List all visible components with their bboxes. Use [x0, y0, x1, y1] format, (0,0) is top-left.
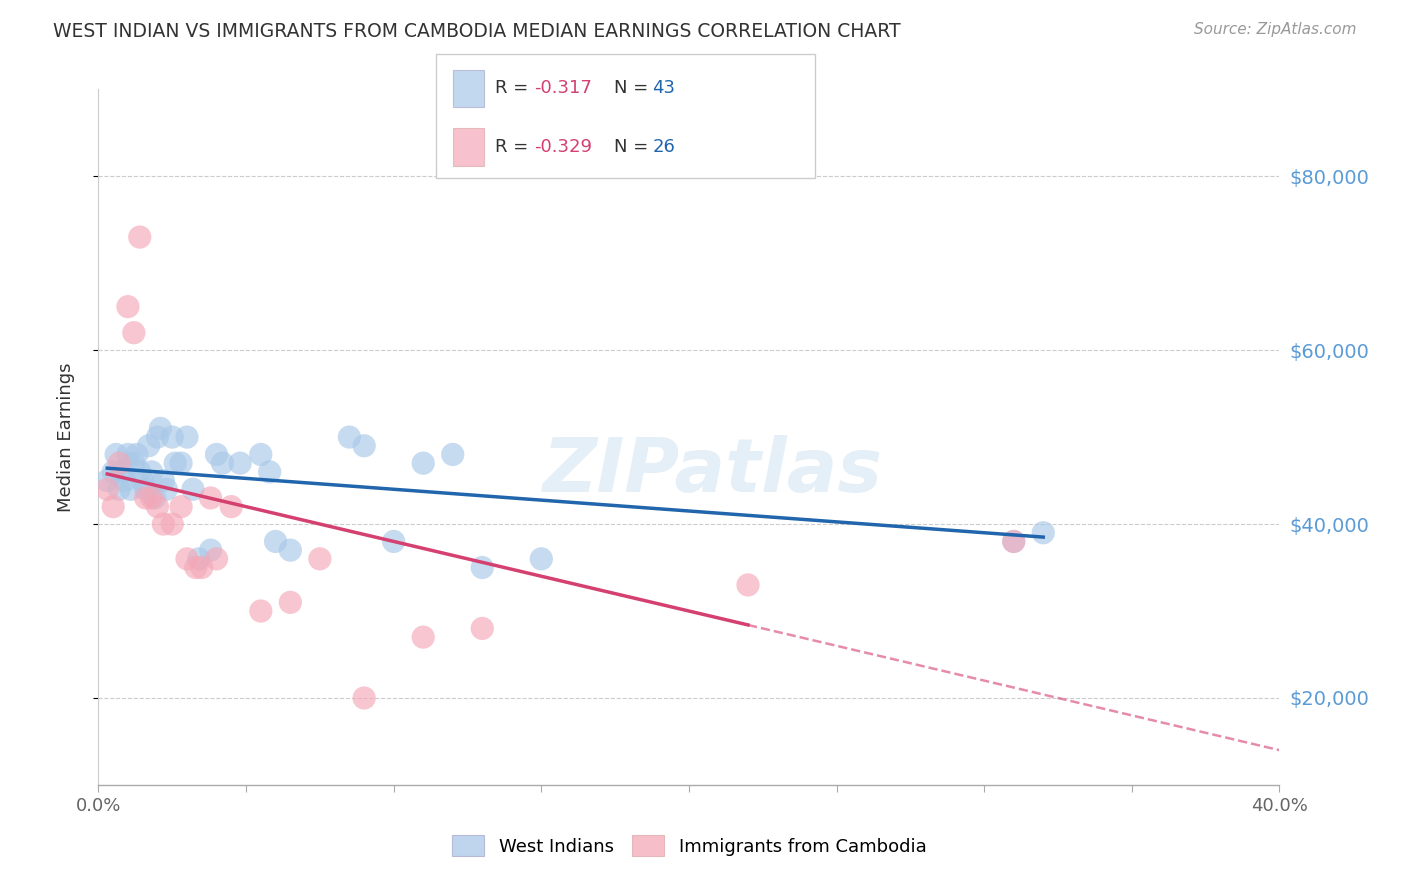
Point [149, 421, 172, 435]
Point [211, 456, 233, 470]
Point [530, 551, 553, 566]
Point [191, 560, 214, 574]
Text: R =: R = [495, 79, 534, 97]
Point [122, 326, 145, 340]
Point [146, 430, 169, 444]
Point [412, 456, 434, 470]
Text: N =: N = [614, 138, 654, 156]
Point [138, 439, 160, 453]
Point [117, 447, 139, 462]
Point [412, 630, 434, 644]
Point [280, 543, 302, 558]
Point [128, 230, 150, 244]
Point [187, 551, 209, 566]
Point [108, 482, 131, 496]
Point [122, 456, 145, 470]
Point [382, 534, 405, 549]
Point [117, 300, 139, 314]
Text: ZIPatlas: ZIPatlas [543, 435, 883, 508]
Point [200, 543, 222, 558]
Point [205, 447, 228, 462]
Point [250, 447, 273, 462]
Point [353, 439, 375, 453]
Point [737, 578, 759, 592]
Point [120, 482, 142, 496]
Point [170, 500, 193, 514]
Text: N =: N = [614, 79, 654, 97]
Point [264, 534, 287, 549]
Point [229, 456, 252, 470]
Point [155, 482, 177, 496]
Point [152, 474, 174, 488]
Point [309, 551, 332, 566]
Point [339, 430, 361, 444]
Text: R =: R = [495, 138, 534, 156]
Point [103, 500, 125, 514]
Point [441, 447, 464, 462]
Point [1002, 534, 1025, 549]
Point [135, 482, 157, 496]
Text: 43: 43 [652, 79, 675, 97]
Point [143, 491, 166, 505]
Point [221, 500, 243, 514]
Point [280, 595, 302, 609]
Point [184, 560, 207, 574]
Point [250, 604, 273, 618]
Point [165, 456, 187, 470]
Point [111, 465, 134, 479]
Point [141, 465, 163, 479]
Point [125, 447, 148, 462]
Point [353, 690, 375, 705]
Text: Source: ZipAtlas.com: Source: ZipAtlas.com [1194, 22, 1357, 37]
Point [471, 560, 494, 574]
Point [1002, 534, 1025, 549]
Point [105, 447, 128, 462]
Text: -0.329: -0.329 [534, 138, 592, 156]
Point [176, 430, 198, 444]
Point [135, 491, 157, 505]
Point [152, 516, 174, 531]
Point [1032, 525, 1054, 540]
Point [103, 465, 125, 479]
Text: 26: 26 [652, 138, 675, 156]
Point [200, 491, 222, 505]
Y-axis label: Median Earnings: Median Earnings [56, 362, 75, 512]
Point [205, 551, 228, 566]
Point [128, 465, 150, 479]
Point [96, 474, 118, 488]
Point [471, 621, 494, 635]
Point [162, 516, 183, 531]
Point [141, 491, 163, 505]
Text: WEST INDIAN VS IMMIGRANTS FROM CAMBODIA MEDIAN EARNINGS CORRELATION CHART: WEST INDIAN VS IMMIGRANTS FROM CAMBODIA … [53, 22, 901, 41]
Text: -0.317: -0.317 [534, 79, 592, 97]
Point [146, 500, 169, 514]
Point [181, 482, 204, 496]
Point [108, 456, 131, 470]
Point [132, 474, 155, 488]
Point [176, 551, 198, 566]
Point [162, 430, 183, 444]
Point [259, 465, 281, 479]
Point [96, 482, 118, 496]
Point [114, 474, 136, 488]
Legend: West Indians, Immigrants from Cambodia: West Indians, Immigrants from Cambodia [451, 835, 927, 856]
Point [170, 456, 193, 470]
